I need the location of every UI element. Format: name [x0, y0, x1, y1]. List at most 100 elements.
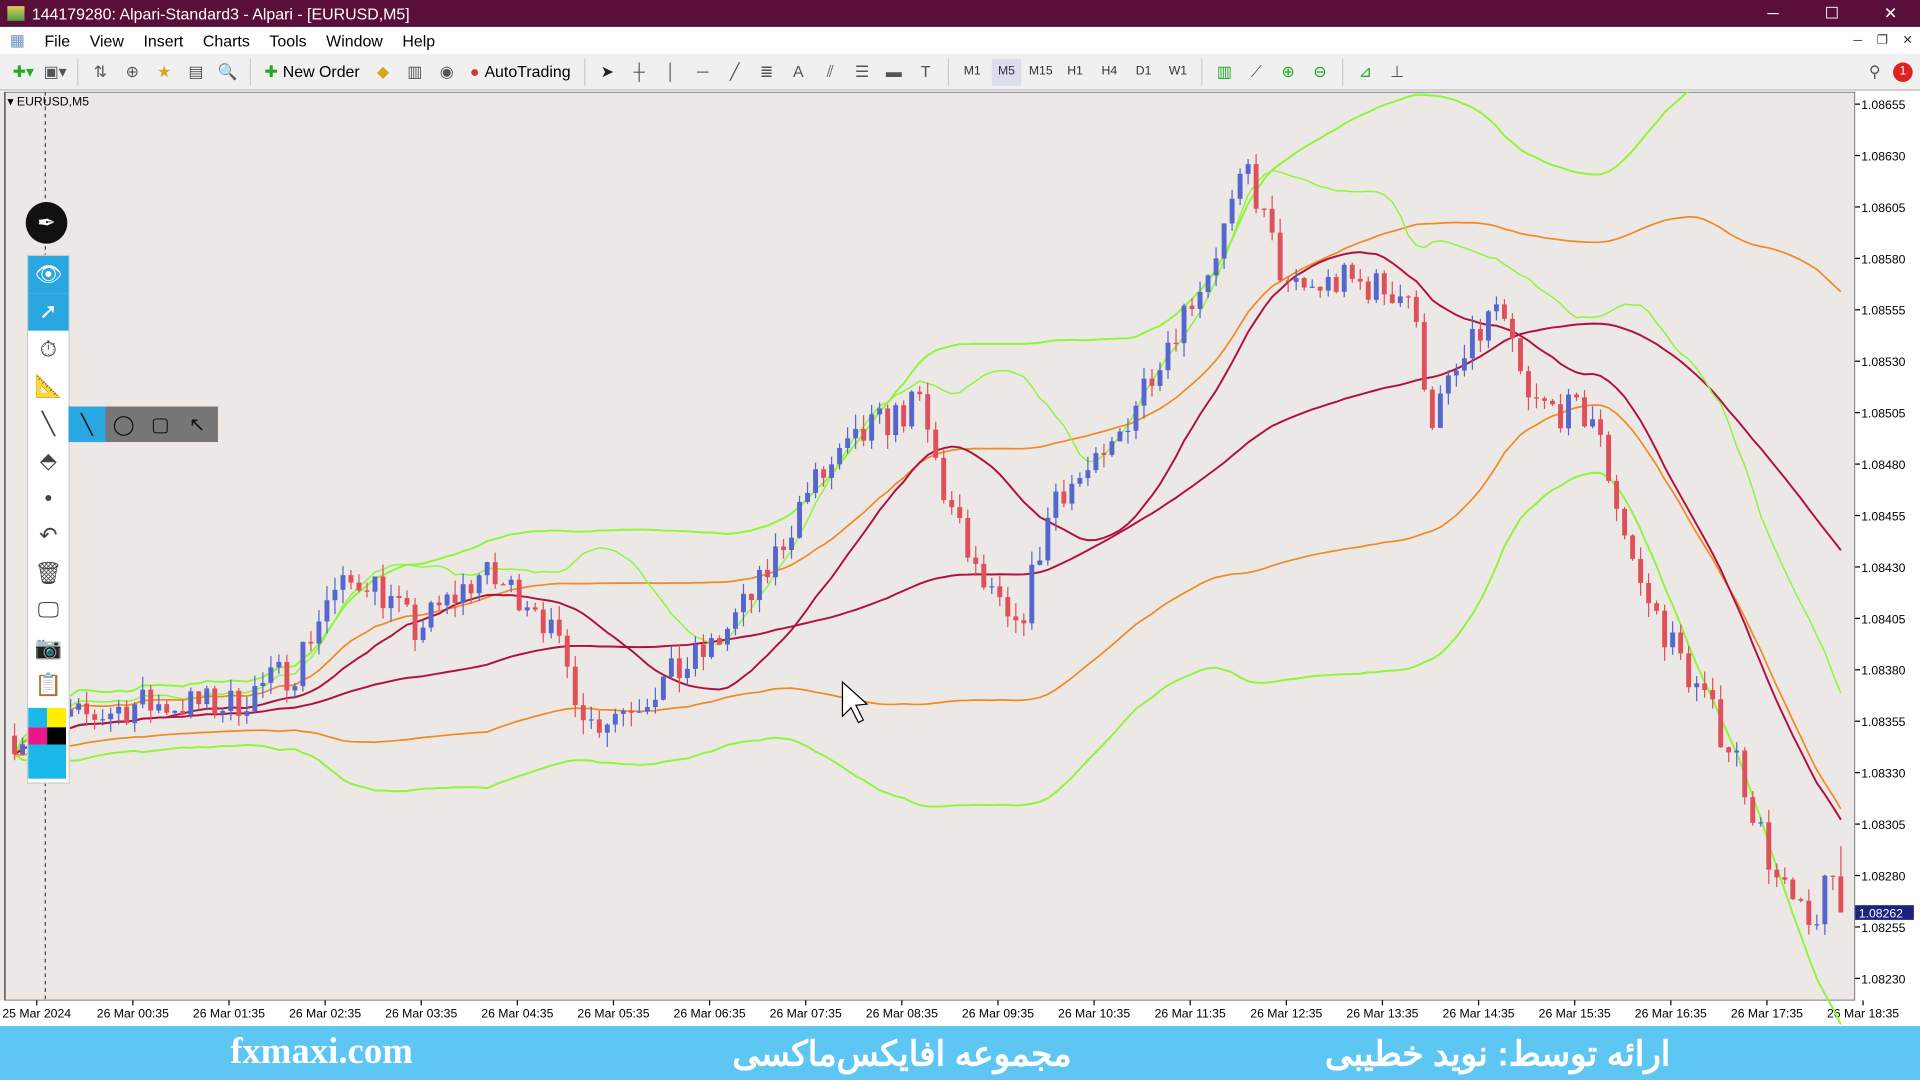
strategy-tester-button[interactable]: 🔍 — [217, 61, 238, 81]
search-icon[interactable]: ⚲ — [1868, 61, 1881, 81]
signals-button[interactable]: ◉ — [439, 61, 454, 81]
bull-candle — [260, 682, 266, 686]
menu-window[interactable]: Window — [326, 31, 383, 50]
market-watch-button[interactable]: ⇅ — [93, 61, 108, 81]
menu-view[interactable]: View — [89, 31, 124, 50]
horizontal-line-button[interactable]: ─ — [697, 62, 709, 81]
channel-button[interactable]: ≣ — [759, 61, 774, 81]
menu-insert[interactable]: Insert — [143, 31, 184, 50]
close-button[interactable]: ✕ — [1883, 3, 1898, 23]
price-chart[interactable]: 1.08655 1.08630 1.08605 1.08580 1.08555 1.085… — [0, 59, 1920, 1027]
bull-candle — [1125, 430, 1131, 432]
bull-candle — [588, 719, 594, 721]
maximize-button[interactable]: ☐ — [1824, 3, 1839, 23]
navigator-button[interactable]: ★ — [156, 61, 172, 81]
bull-candle — [388, 595, 394, 609]
alerts-badge[interactable]: 1 — [1893, 61, 1913, 82]
vps-button[interactable]: ▥ — [407, 61, 423, 81]
circle-icon[interactable]: ◯ — [112, 414, 135, 436]
vertical-line-button[interactable]: │ — [666, 62, 676, 81]
timeframe-h1[interactable]: H1 — [1067, 64, 1083, 79]
metaeditor-button[interactable]: ◆ — [376, 61, 390, 81]
time-label: 26 Mar 18:35 — [1827, 1007, 1899, 1021]
pen-tool-icon[interactable]: ✒ — [25, 202, 68, 244]
timeframe-m15[interactable]: M15 — [1028, 64, 1053, 79]
bear-candle — [564, 635, 570, 667]
timeframe-m1[interactable]: M1 — [963, 64, 981, 79]
autoscroll-button[interactable]: ⊿ — [1358, 61, 1372, 81]
time-label: 26 Mar 09:35 — [962, 1007, 1034, 1021]
line-chart-button[interactable]: ⟋ — [1250, 61, 1262, 81]
bear-candle — [164, 704, 170, 713]
new-chart-button[interactable]: ✚▾ — [12, 61, 34, 81]
autotrading-button[interactable]: ● AutoTrading — [465, 58, 575, 85]
drawing-toolbar: 👁 ➚ ⏱ 📐 ╲ ⬘ • ↶ 🗑 🖵 📷 📋 — [26, 254, 70, 784]
cursor-tool-button[interactable]: ➤ — [600, 61, 614, 81]
bear-candle — [1678, 632, 1684, 654]
undo-icon[interactable]: ↶ — [39, 523, 58, 548]
bear-candle — [1662, 610, 1668, 648]
minimize-button[interactable]: ─ — [1767, 3, 1779, 23]
ruler-icon[interactable]: 📐 — [34, 373, 63, 399]
bear-candle — [1638, 558, 1644, 583]
new-order-button[interactable]: ✚ New Order — [260, 58, 365, 85]
color-palette[interactable] — [28, 707, 67, 779]
bull-candle — [789, 537, 794, 551]
monitor-icon[interactable]: 🖵 — [37, 597, 59, 623]
crosshair-button[interactable]: ┼ — [633, 62, 645, 81]
time-label: 26 Mar 08:35 — [866, 1007, 938, 1021]
menu-charts[interactable]: Charts — [202, 31, 250, 50]
trash-icon[interactable]: 🗑 — [34, 560, 63, 586]
zoom-out-button[interactable]: ⊖ — [1313, 61, 1327, 81]
bull-candle — [316, 621, 322, 644]
bull-candle — [1197, 292, 1203, 309]
timeframe-h4[interactable]: H4 — [1101, 64, 1118, 79]
stopwatch-icon[interactable]: ⏱ — [39, 336, 57, 361]
bull-candle — [268, 667, 274, 683]
label-button[interactable]: T — [920, 62, 931, 81]
fibo-levels-button[interactable]: ☰ — [854, 61, 870, 81]
menu-help[interactable]: Help — [402, 31, 436, 50]
bar-chart-button[interactable]: ▥ — [1216, 61, 1232, 81]
menu-file[interactable]: File — [44, 31, 71, 50]
camera-icon[interactable]: 📷 — [34, 635, 63, 660]
zoom-in-button[interactable]: ⊕ — [1281, 61, 1295, 81]
timeframe-m5[interactable]: M5 — [991, 58, 1022, 86]
bear-candle — [1766, 822, 1772, 870]
timeframe-d1[interactable]: D1 — [1135, 64, 1152, 79]
eye-icon[interactable]: 👁 — [28, 255, 69, 294]
profiles-button[interactable]: ▣▾ — [43, 61, 67, 81]
doc-close-button[interactable]: ✕ — [1902, 33, 1913, 48]
line-icon[interactable]: ╲ — [68, 406, 106, 443]
trendline-button[interactable]: ╱ — [729, 61, 740, 81]
text-button[interactable]: A — [793, 62, 804, 81]
doc-restore-button[interactable]: ❐ — [1876, 33, 1888, 48]
eraser-icon[interactable]: ⬘ — [39, 448, 57, 473]
bear-candle — [1606, 434, 1612, 481]
time-label: 26 Mar 14:35 — [1443, 1007, 1515, 1021]
timeframe-w1[interactable]: W1 — [1168, 64, 1188, 79]
bear-candle — [84, 703, 90, 715]
bull-candle — [733, 612, 738, 629]
terminal-button[interactable]: ▤ — [188, 61, 204, 81]
bear-candle — [124, 706, 130, 724]
menu-tools[interactable]: Tools — [269, 31, 307, 50]
bear-candle — [1301, 278, 1307, 288]
bear-candle — [949, 500, 955, 508]
fibo-button[interactable]: ⫽ — [826, 61, 834, 81]
rectangle-button[interactable]: ▬ — [885, 62, 902, 81]
cursor-icon[interactable]: ➚ — [28, 293, 69, 331]
dot-icon[interactable]: • — [44, 485, 53, 511]
plot-area — [4, 91, 1856, 1002]
chart-window[interactable]: 1.08655 1.08630 1.08605 1.08580 1.08555 1.085… — [0, 59, 1920, 1027]
chart-shift-button[interactable]: ⊥ — [1390, 61, 1405, 81]
bull-candle — [1469, 329, 1475, 359]
data-window-button[interactable]: ⊕ — [125, 61, 139, 81]
square-icon[interactable]: ▢ — [151, 414, 170, 436]
notes-icon[interactable]: 📋 — [34, 672, 63, 698]
doc-minimize-button[interactable]: ─ — [1853, 33, 1863, 48]
line-icon[interactable]: ╲ — [41, 411, 56, 436]
bear-candle — [1013, 616, 1019, 621]
arrow-icon[interactable]: ↖ — [188, 414, 206, 436]
